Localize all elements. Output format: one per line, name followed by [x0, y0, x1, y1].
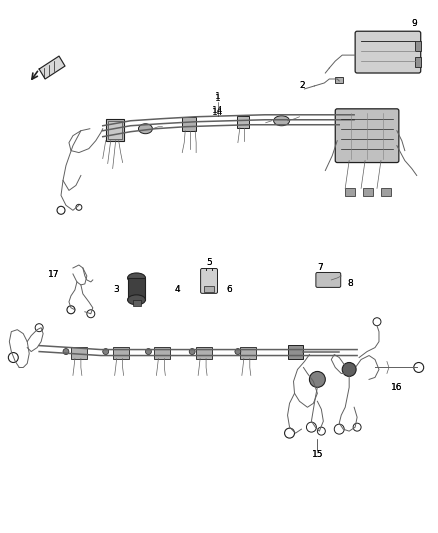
Text: 3: 3: [113, 285, 119, 294]
Text: 3: 3: [113, 285, 119, 294]
Bar: [155, 346, 170, 359]
Bar: [415, 57, 421, 67]
Circle shape: [309, 372, 325, 387]
Text: 9: 9: [411, 19, 417, 28]
Bar: [196, 346, 212, 359]
Text: 6: 6: [226, 285, 232, 294]
Text: 1: 1: [215, 92, 221, 101]
Text: 2: 2: [300, 82, 305, 91]
Text: 5: 5: [206, 257, 212, 266]
Circle shape: [189, 349, 195, 354]
FancyBboxPatch shape: [335, 109, 399, 163]
Text: 17: 17: [47, 270, 59, 279]
Text: 15: 15: [311, 449, 323, 458]
Text: 8: 8: [347, 279, 353, 288]
Bar: [106, 119, 124, 141]
Bar: [133, 300, 141, 306]
Bar: [335, 77, 343, 83]
Ellipse shape: [127, 295, 145, 305]
Text: 6: 6: [226, 285, 232, 294]
Bar: [237, 116, 249, 128]
Text: 4: 4: [175, 285, 180, 294]
Bar: [108, 121, 122, 139]
Text: 8: 8: [347, 279, 353, 288]
Polygon shape: [39, 56, 65, 79]
Bar: [113, 346, 129, 359]
Circle shape: [145, 349, 152, 354]
Text: 9: 9: [411, 19, 417, 28]
Bar: [182, 117, 196, 131]
Text: 5: 5: [206, 257, 212, 266]
Bar: [204, 286, 214, 292]
Text: 14: 14: [212, 106, 224, 115]
Circle shape: [235, 349, 241, 354]
FancyBboxPatch shape: [201, 269, 218, 293]
Bar: [415, 41, 421, 51]
Bar: [381, 188, 391, 196]
Bar: [71, 346, 87, 359]
Ellipse shape: [274, 116, 290, 126]
FancyBboxPatch shape: [355, 31, 421, 73]
Text: 2: 2: [300, 82, 305, 91]
FancyBboxPatch shape: [316, 272, 341, 287]
Text: 7: 7: [318, 263, 323, 272]
Circle shape: [63, 349, 69, 354]
Text: 16: 16: [391, 383, 403, 392]
Text: 16: 16: [391, 383, 403, 392]
Circle shape: [103, 349, 109, 354]
Bar: [345, 188, 355, 196]
Bar: [127, 278, 145, 300]
Text: 14: 14: [212, 108, 224, 117]
Text: 7: 7: [318, 263, 323, 272]
Text: 1: 1: [215, 94, 221, 103]
Text: 4: 4: [175, 285, 180, 294]
Bar: [288, 345, 304, 359]
Bar: [363, 188, 373, 196]
Bar: [240, 346, 256, 359]
Text: 15: 15: [311, 449, 323, 458]
Ellipse shape: [138, 124, 152, 134]
Text: 17: 17: [47, 270, 59, 279]
Ellipse shape: [127, 273, 145, 283]
Circle shape: [342, 362, 356, 376]
